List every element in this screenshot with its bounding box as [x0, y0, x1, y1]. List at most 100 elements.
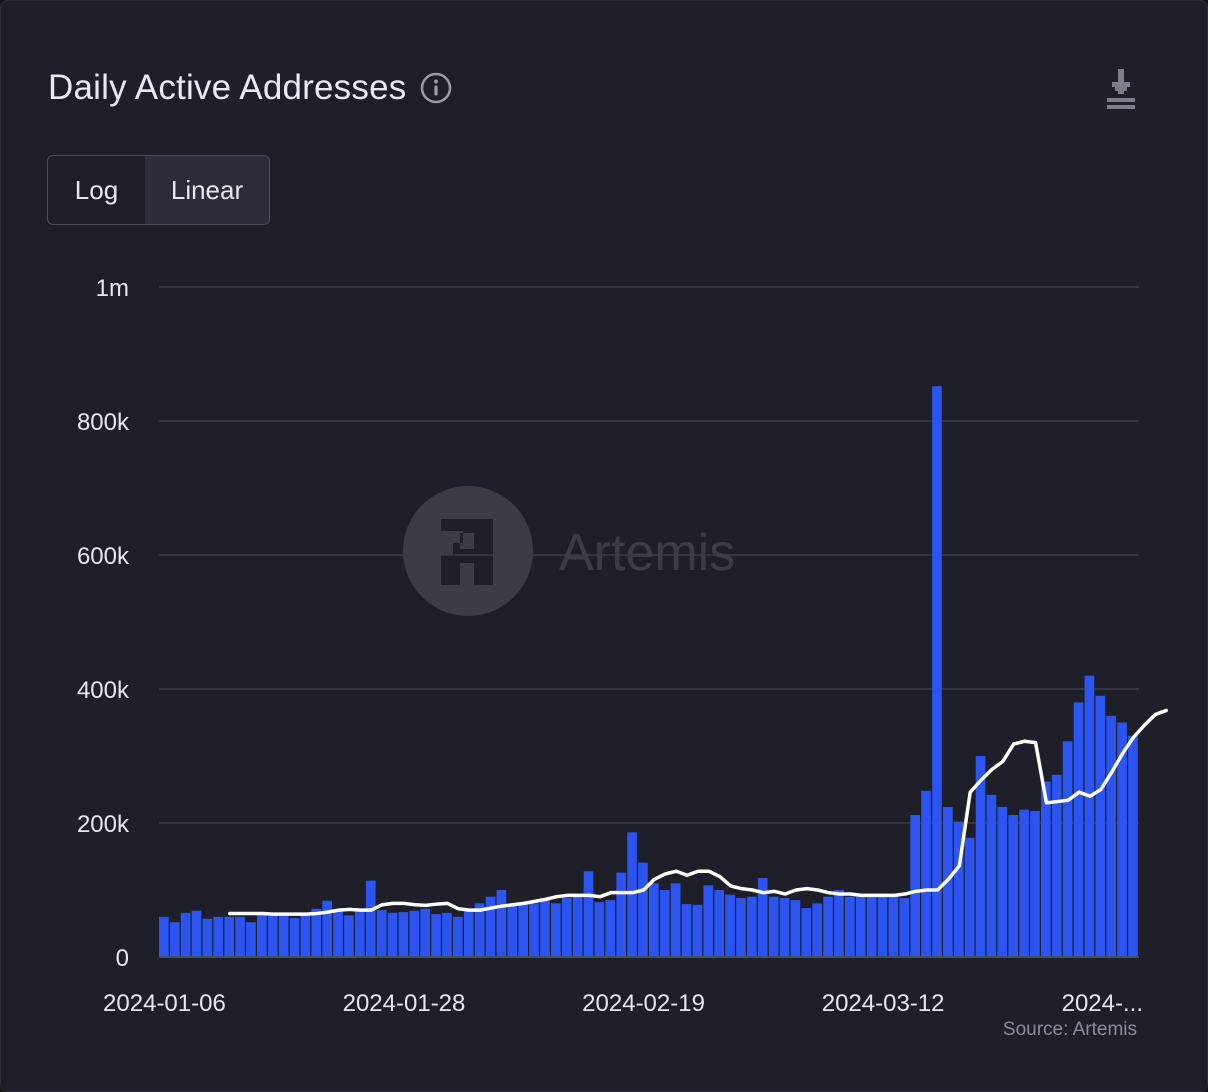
- bar[interactable]: [953, 821, 964, 957]
- bar[interactable]: [246, 922, 256, 957]
- bar[interactable]: [311, 908, 322, 957]
- bar[interactable]: [540, 898, 550, 957]
- bar[interactable]: [333, 910, 343, 957]
- bar[interactable]: [855, 896, 866, 957]
- bar[interactable]: [1117, 722, 1127, 958]
- bar[interactable]: [888, 895, 899, 957]
- bar[interactable]: [224, 916, 235, 957]
- bar[interactable]: [932, 386, 942, 957]
- bar[interactable]: [997, 806, 1008, 957]
- bar[interactable]: [485, 896, 496, 957]
- bar[interactable]: [420, 908, 431, 957]
- x-tick-label: 2024-01-28: [343, 990, 466, 1017]
- bar[interactable]: [344, 915, 354, 957]
- bar[interactable]: [180, 912, 191, 957]
- bar[interactable]: [551, 903, 561, 957]
- info-icon[interactable]: [420, 72, 452, 104]
- bar[interactable]: [1073, 702, 1084, 957]
- bar[interactable]: [812, 903, 823, 957]
- bar[interactable]: [202, 918, 213, 957]
- bar[interactable]: [442, 912, 452, 957]
- bar[interactable]: [736, 898, 746, 957]
- bar[interactable]: [1128, 735, 1138, 957]
- bar[interactable]: [616, 872, 627, 957]
- bar[interactable]: [1051, 774, 1062, 957]
- bar[interactable]: [627, 832, 637, 957]
- bar[interactable]: [365, 880, 376, 957]
- bar[interactable]: [725, 894, 735, 957]
- bar[interactable]: [529, 903, 539, 957]
- bar[interactable]: [474, 903, 485, 957]
- bar[interactable]: [387, 912, 398, 957]
- bar[interactable]: [757, 877, 768, 957]
- bar[interactable]: [267, 914, 278, 957]
- bar[interactable]: [191, 910, 202, 957]
- bar[interactable]: [692, 904, 703, 957]
- bar[interactable]: [1019, 809, 1029, 957]
- bar[interactable]: [583, 871, 594, 957]
- bar[interactable]: [899, 898, 910, 957]
- bar[interactable]: [747, 896, 757, 957]
- bar[interactable]: [975, 756, 986, 957]
- log-scale-button[interactable]: Log: [74, 174, 119, 205]
- bar[interactable]: [834, 890, 844, 957]
- bar[interactable]: [213, 916, 224, 957]
- bar[interactable]: [801, 908, 812, 957]
- bar[interactable]: [453, 916, 463, 957]
- linear-scale-button[interactable]: Linear: [145, 156, 269, 224]
- bar[interactable]: [1084, 675, 1095, 957]
- bar[interactable]: [169, 922, 180, 957]
- bar[interactable]: [159, 916, 169, 957]
- bar[interactable]: [1030, 810, 1040, 957]
- bar[interactable]: [866, 895, 877, 957]
- bar[interactable]: [703, 885, 714, 957]
- bar[interactable]: [649, 883, 659, 957]
- bar[interactable]: [431, 914, 441, 957]
- bar[interactable]: [463, 910, 474, 957]
- x-tick-label: 2024-...: [1062, 990, 1143, 1017]
- bar[interactable]: [398, 912, 409, 957]
- bar[interactable]: [877, 894, 888, 957]
- bar[interactable]: [779, 898, 790, 957]
- bar[interactable]: [289, 918, 300, 957]
- bar[interactable]: [518, 903, 529, 957]
- bar[interactable]: [964, 837, 975, 957]
- bar[interactable]: [235, 916, 245, 957]
- bar[interactable]: [507, 904, 518, 957]
- bar[interactable]: [409, 910, 420, 957]
- bar[interactable]: [572, 895, 583, 957]
- chart-title: Daily Active Addresses: [48, 68, 407, 107]
- bar[interactable]: [659, 890, 670, 957]
- bar[interactable]: [714, 890, 725, 957]
- bar[interactable]: [1062, 741, 1073, 957]
- bar[interactable]: [278, 915, 289, 957]
- bar[interactable]: [921, 790, 931, 957]
- bar[interactable]: [790, 900, 801, 957]
- bar[interactable]: [681, 904, 692, 957]
- bar[interactable]: [594, 902, 605, 957]
- y-tick-label: 0: [116, 945, 129, 972]
- artemis-watermark: Artemis: [403, 486, 735, 616]
- bar[interactable]: [496, 890, 507, 957]
- source-note: Source: Artemis: [1002, 1019, 1137, 1040]
- download-icon[interactable]: [1103, 67, 1139, 109]
- bar[interactable]: [670, 883, 681, 957]
- bar[interactable]: [322, 900, 333, 957]
- bar[interactable]: [1041, 781, 1051, 957]
- bar[interactable]: [638, 862, 648, 957]
- bar[interactable]: [257, 912, 267, 957]
- bar[interactable]: [561, 898, 572, 957]
- bar[interactable]: [1106, 715, 1117, 957]
- bar[interactable]: [1008, 814, 1019, 957]
- bar[interactable]: [376, 910, 387, 957]
- bar[interactable]: [355, 911, 365, 957]
- bar[interactable]: [605, 900, 616, 957]
- bar[interactable]: [768, 896, 779, 957]
- bar[interactable]: [986, 794, 997, 957]
- moving-average-line: [228, 708, 1168, 916]
- bar[interactable]: [823, 896, 833, 957]
- bar[interactable]: [845, 896, 855, 957]
- bar[interactable]: [300, 914, 311, 957]
- bar[interactable]: [910, 814, 921, 957]
- bar[interactable]: [1095, 695, 1106, 957]
